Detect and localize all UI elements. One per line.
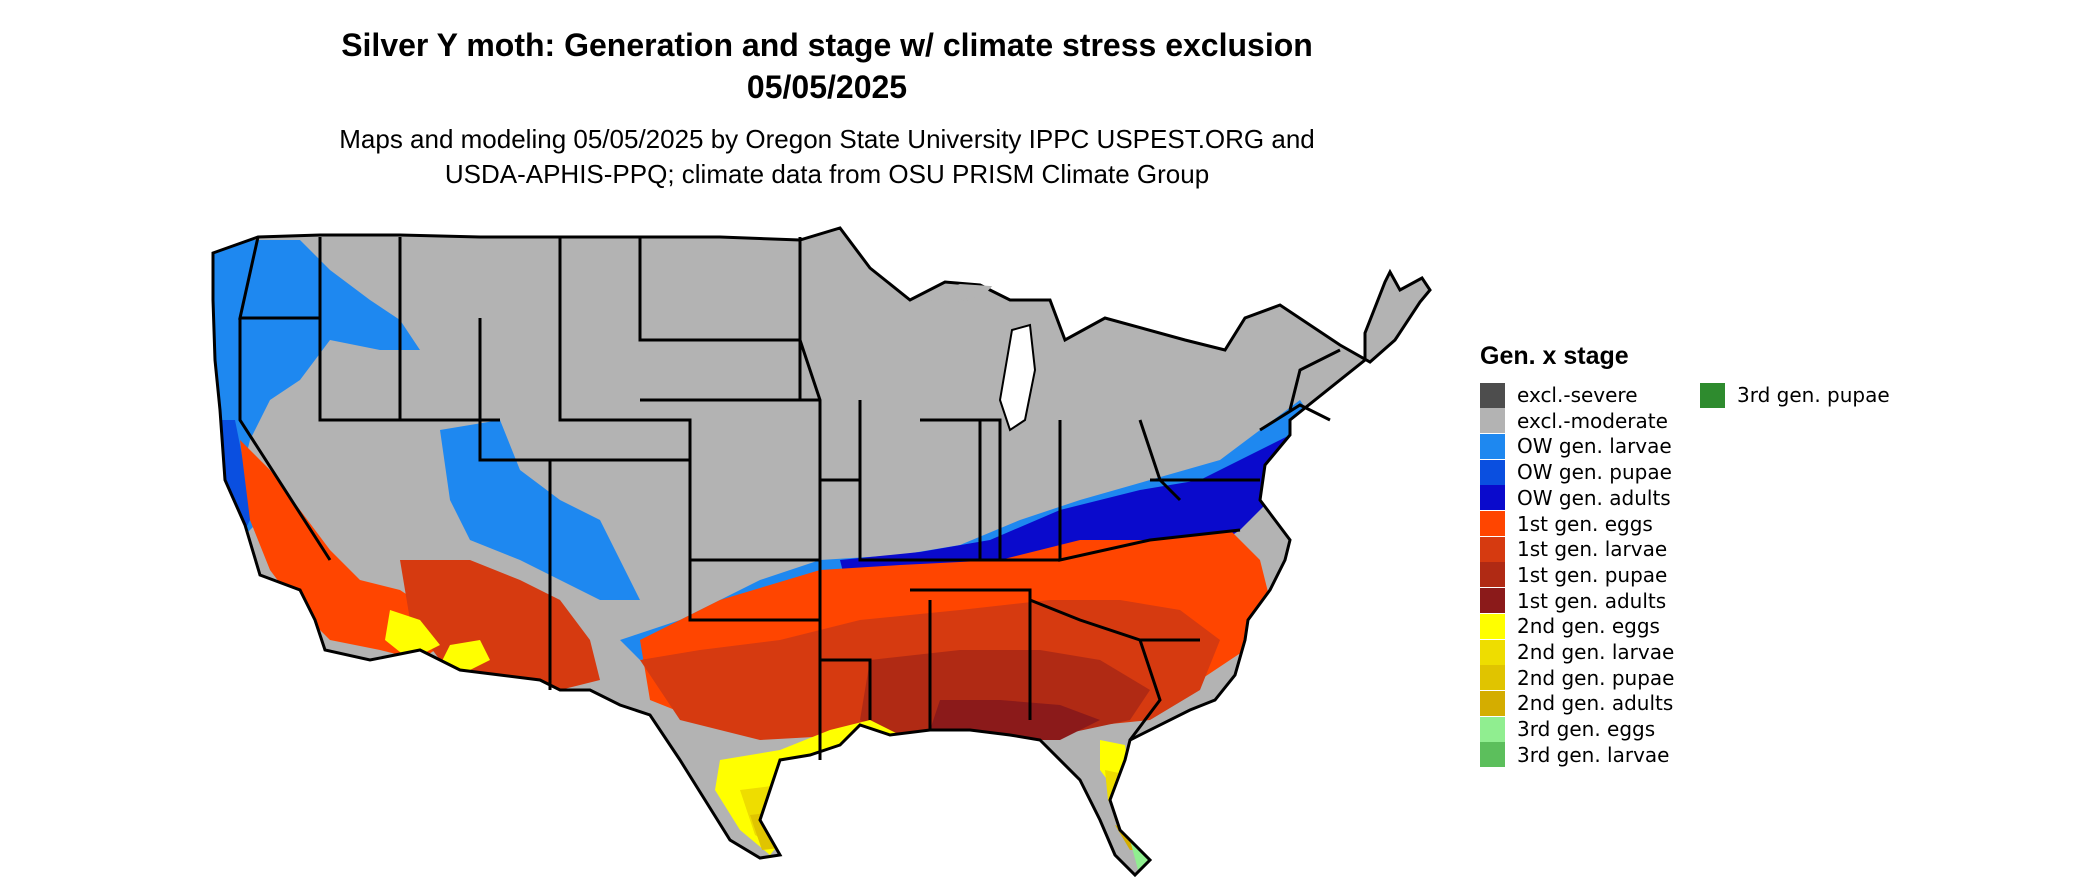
legend-label: 2nd gen. adults: [1517, 691, 1674, 716]
legend-label: 1st gen. adults: [1517, 588, 1667, 613]
title-line-2: 05/05/2025: [746, 69, 908, 105]
legend-item: OW gen. adults: [1480, 485, 1671, 511]
map-title: Silver Y moth: Generation and stage w/ c…: [312, 24, 1342, 108]
legend-swatch: [1480, 690, 1505, 716]
legend-label: 2nd gen. larvae: [1517, 640, 1675, 664]
legend-label: excl.-moderate: [1517, 408, 1668, 433]
legend-item: 3rd gen. pupae: [1700, 382, 1890, 408]
map-subtitle: Maps and modeling 05/05/2025 by Oregon S…: [312, 122, 1342, 192]
legend-item: 2nd gen. adults: [1480, 690, 1673, 716]
subtitle-line-2: USDA-APHIS-PPQ; climate data from OSU PR…: [444, 159, 1210, 189]
legend-swatch: [1480, 562, 1505, 588]
title-line-1: Silver Y moth: Generation and stage w/ c…: [341, 27, 1313, 63]
great-lakes: [919, 283, 1037, 432]
legend-label: OW gen. larvae: [1517, 434, 1672, 459]
legend-swatch: [1480, 433, 1505, 459]
legend-item: 2nd gen. pupae: [1480, 665, 1674, 691]
legend-label: 2nd gen. eggs: [1517, 614, 1660, 639]
legend-item: excl.-severe: [1480, 382, 1638, 408]
legend-label: 1st gen. eggs: [1517, 511, 1653, 536]
legend-item: OW gen. larvae: [1480, 433, 1672, 459]
legend-label: 2nd gen. pupae: [1517, 665, 1675, 690]
legend-swatch: [1480, 485, 1505, 511]
legend-label: OW gen. adults: [1517, 485, 1671, 510]
legend-swatch: [1480, 742, 1505, 768]
legend-label: 3rd gen. larvae: [1517, 742, 1670, 767]
subtitle-line-1: Maps and modeling 05/05/2025 by Oregon S…: [339, 124, 1315, 154]
legend-label: 1st gen. larvae: [1517, 537, 1668, 562]
legend-swatch: [1480, 408, 1505, 434]
legend-item: 2nd gen. eggs: [1480, 613, 1660, 639]
legend-item: excl.-moderate: [1480, 408, 1668, 434]
legend-label: 3rd gen. pupae: [1737, 383, 1890, 407]
legend-item: 3rd gen. larvae: [1480, 742, 1669, 768]
legend-label: 1st gen. pupae: [1517, 562, 1668, 587]
legend-swatch: [1480, 382, 1505, 408]
region-ow-larvae-west: [213, 240, 420, 540]
legend-swatch: [1480, 588, 1505, 614]
legend-item: 2nd gen. larvae: [1480, 639, 1674, 665]
legend-swatch: [1700, 382, 1725, 408]
legend-swatch: [1480, 536, 1505, 562]
region-ow-larvae-rockies: [440, 420, 640, 600]
legend-swatch: [1480, 716, 1505, 742]
region-1st-eggs-sw: [240, 440, 450, 660]
legend-item: 3rd gen. eggs: [1480, 716, 1655, 742]
legend-swatch: [1480, 511, 1505, 536]
legend-item: 1st gen. pupae: [1480, 562, 1667, 588]
legend-label: 3rd gen. eggs: [1517, 717, 1656, 742]
legend-swatch: [1480, 639, 1505, 665]
legend-item: 1st gen. eggs: [1480, 511, 1653, 537]
legend-item: 1st gen. adults: [1480, 588, 1666, 614]
legend-swatch: [1480, 665, 1505, 691]
legend-item: 1st gen. larvae: [1480, 536, 1667, 562]
legend-swatch: [1480, 613, 1505, 639]
lake-michigan: [998, 323, 1037, 432]
legend-item: OW gen. pupae: [1480, 459, 1672, 485]
legend-swatch: [1480, 459, 1505, 485]
legend-title: Gen. x stage: [1480, 342, 1629, 370]
legend-label: OW gen. pupae: [1517, 460, 1672, 485]
lake-superior: [919, 283, 993, 304]
state-borders: [211, 226, 1432, 877]
legend-label: excl.-severe: [1517, 383, 1638, 407]
region-2nd-eggs-az: [385, 610, 440, 660]
